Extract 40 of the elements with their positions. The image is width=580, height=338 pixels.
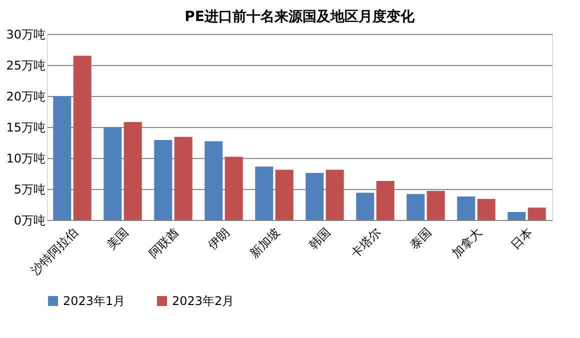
y-tick-label: 0万吨 xyxy=(14,214,46,228)
bar xyxy=(306,172,324,220)
bar xyxy=(508,212,526,220)
x-tick-label: 加拿大 xyxy=(449,225,485,260)
x-tick-label: 卡塔尔 xyxy=(348,225,384,260)
y-tick-label: 5万吨 xyxy=(14,182,46,196)
chart-title: PE进口前十名来源国及地区月度变化 xyxy=(184,8,416,25)
x-tick-label: 泰国 xyxy=(407,225,434,252)
bar xyxy=(426,190,445,220)
bar xyxy=(326,170,344,220)
bar xyxy=(204,141,223,220)
x-tick-label: 阿联酋 xyxy=(146,225,182,260)
bar xyxy=(224,156,243,220)
x-tick-label: 美国 xyxy=(104,225,132,252)
y-tick-label: 30万吨 xyxy=(6,28,46,42)
bar xyxy=(356,192,374,220)
bar xyxy=(406,194,425,220)
bar xyxy=(376,180,394,220)
bar xyxy=(154,140,172,220)
bar xyxy=(124,122,142,220)
bar xyxy=(477,198,496,220)
legend-label: 2023年2月 xyxy=(172,294,234,308)
x-tick-label: 沙特阿拉伯 xyxy=(28,225,81,278)
y-tick-label: 25万吨 xyxy=(6,58,46,72)
x-tick-label: 韩国 xyxy=(306,225,334,252)
bar xyxy=(255,166,274,220)
bar xyxy=(73,56,92,220)
bar xyxy=(528,208,546,220)
x-tick-label: 新加坡 xyxy=(247,225,283,260)
bar xyxy=(104,127,122,220)
bar xyxy=(53,96,72,220)
y-tick-label: 15万吨 xyxy=(6,120,46,134)
y-tick-label: 10万吨 xyxy=(6,152,46,166)
x-tick-label: 伊朗 xyxy=(205,225,232,252)
legend-label: 2023年1月 xyxy=(63,294,126,308)
bar xyxy=(174,136,192,220)
bar xyxy=(275,170,294,220)
bar xyxy=(457,196,476,220)
x-tick-label: 日本 xyxy=(508,225,536,252)
y-tick-label: 20万吨 xyxy=(6,90,46,104)
